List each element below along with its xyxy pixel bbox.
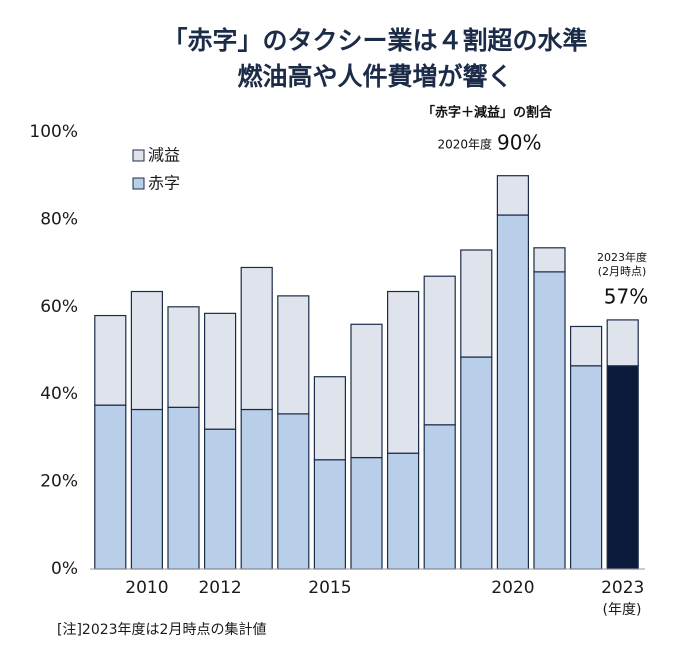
- y-tick-label: 80%: [40, 209, 78, 229]
- bar-segment: [167, 406, 200, 570]
- bar-segment: [277, 295, 310, 415]
- y-tick-label: 100%: [29, 122, 78, 142]
- legend-swatch: [132, 177, 145, 190]
- legend-swatch: [132, 149, 145, 162]
- annotation: 「赤字＋減益」の割合: [422, 105, 553, 121]
- bar-segment: [460, 249, 493, 358]
- bar-segment: [569, 365, 603, 570]
- bar-segment: [94, 404, 127, 570]
- bar-segment: [313, 459, 346, 570]
- bar-segment: [533, 271, 566, 570]
- bar-segment: [130, 408, 163, 570]
- bar-segment: [606, 319, 639, 367]
- bar-segment: [496, 214, 529, 570]
- y-tick-label: 40%: [40, 384, 78, 404]
- chart-title: 「赤字」のタクシー業は４割超の水準: [162, 26, 587, 55]
- legend-label: 減益: [148, 146, 180, 165]
- y-tick-label: 0%: [51, 559, 78, 579]
- legend-label: 赤字: [148, 174, 180, 193]
- y-tick-label: 20%: [40, 472, 78, 492]
- y-tick-label: 60%: [40, 297, 78, 317]
- x-tick-label: 2015: [308, 578, 351, 598]
- bar-segment: [423, 424, 456, 570]
- bar-segment: [313, 376, 346, 461]
- annotation: 2020年度: [437, 137, 492, 152]
- bar-segment: [277, 413, 310, 570]
- annotation: (2月時点): [598, 265, 647, 278]
- bar-segment: [94, 314, 127, 406]
- x-tick-label: 2010: [125, 578, 168, 598]
- note: [注]2023年度は2月時点の集計値: [57, 621, 266, 638]
- x-tick-label: 2020: [491, 578, 534, 598]
- bar-segment: [240, 266, 273, 411]
- bar-segment: [240, 408, 273, 570]
- bar-segment: [533, 247, 566, 273]
- chart-title: 燃油高や人件費増が響く: [237, 62, 512, 91]
- bar-segment: [423, 275, 456, 426]
- annotation: 57%: [604, 285, 648, 309]
- bar-segment: [569, 325, 603, 367]
- annotation: 90%: [497, 131, 541, 155]
- x-unit-label: (年度): [603, 602, 642, 618]
- bar-segment: [460, 356, 493, 570]
- bar-segment: [204, 312, 237, 430]
- bar-segment: [387, 290, 420, 454]
- bar-segment: [350, 323, 383, 459]
- bar-segment: [387, 452, 420, 570]
- annotation: 2023年度: [597, 250, 647, 264]
- bar-segment: [204, 428, 237, 570]
- bar-segment: [350, 456, 383, 570]
- bar-segment: [130, 290, 163, 411]
- x-tick-label: 2023: [601, 578, 644, 598]
- x-tick-label: 2012: [198, 578, 241, 598]
- bar-segment: [167, 306, 200, 408]
- bar-segment: [606, 365, 639, 570]
- bar-segment: [496, 175, 529, 216]
